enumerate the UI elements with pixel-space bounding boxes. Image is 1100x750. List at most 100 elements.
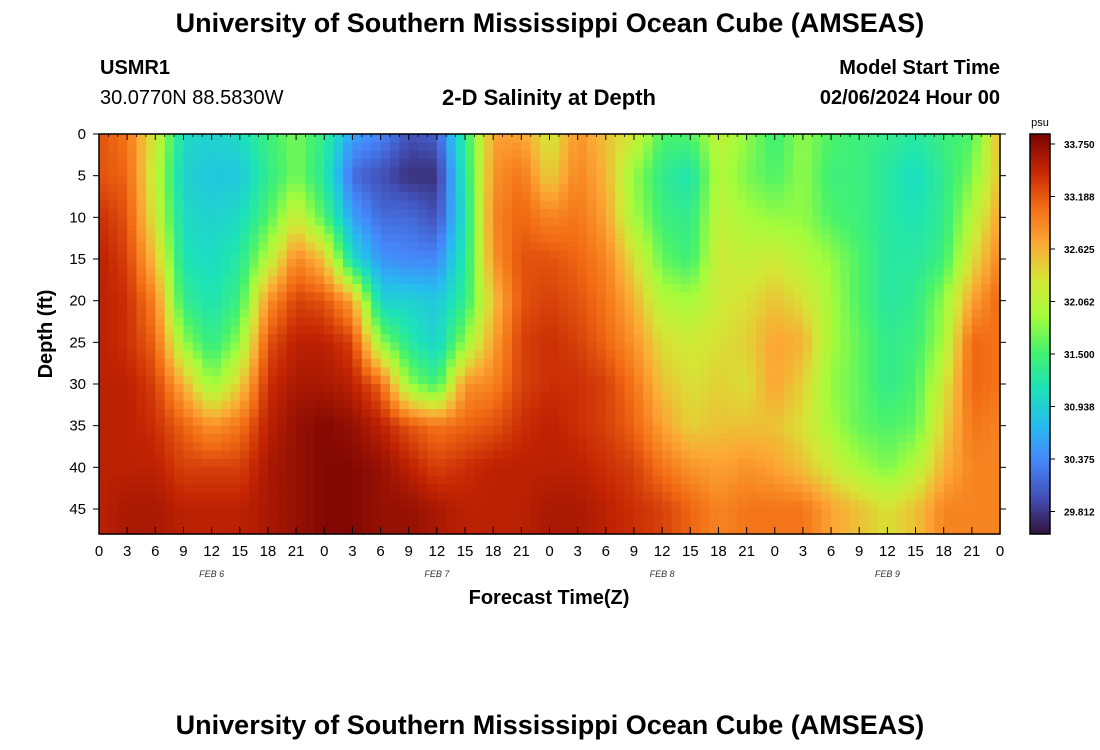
heatmap-cell <box>108 434 119 443</box>
heatmap-cell <box>680 275 691 285</box>
heatmap-cell <box>502 142 513 152</box>
heatmap-cell <box>587 367 598 377</box>
heatmap-cell <box>737 409 748 418</box>
heatmap-cell <box>164 459 175 468</box>
heatmap-cell <box>343 175 354 185</box>
heatmap-cell <box>380 509 391 518</box>
heatmap-cell <box>643 284 654 293</box>
heatmap-cell <box>990 359 1001 368</box>
heatmap-cell <box>174 300 185 310</box>
heatmap-cell <box>267 259 278 268</box>
heatmap-cell <box>765 384 776 393</box>
heatmap-cell <box>389 159 400 168</box>
heatmap-cell <box>174 325 185 335</box>
heatmap-cell <box>596 242 607 252</box>
heatmap-cell <box>896 217 907 227</box>
heatmap-cell <box>558 509 569 518</box>
heatmap-cell <box>877 292 888 302</box>
heatmap-cell <box>418 425 429 435</box>
heatmap-cell <box>305 167 316 177</box>
heatmap-cell <box>605 475 616 485</box>
heatmap-cell <box>849 475 860 485</box>
heatmap-cell <box>662 250 673 260</box>
heatmap-cell <box>380 517 391 527</box>
heatmap-cell <box>868 292 879 302</box>
heatmap-cell <box>408 217 419 227</box>
heatmap-cell <box>343 434 354 443</box>
heatmap-cell <box>361 384 372 393</box>
heatmap-cell <box>211 150 222 160</box>
heatmap-cell <box>164 192 175 202</box>
heatmap-cell <box>774 234 785 243</box>
heatmap-cell <box>690 384 701 393</box>
heatmap-cell <box>633 325 644 335</box>
heatmap-cell <box>258 342 269 352</box>
heatmap-cell <box>474 434 485 443</box>
heatmap-cell <box>690 392 701 402</box>
heatmap-cell <box>258 217 269 227</box>
heatmap-cell <box>493 142 504 152</box>
heatmap-cell <box>605 175 616 185</box>
heatmap-cell <box>765 309 776 318</box>
heatmap-cell <box>643 409 654 418</box>
heatmap-cell <box>239 267 250 277</box>
heatmap-cell <box>408 184 419 193</box>
heatmap-cell <box>493 342 504 352</box>
heatmap-cell <box>117 242 128 252</box>
heatmap-cell <box>671 142 682 152</box>
heatmap-cell <box>802 392 813 402</box>
heatmap-cell <box>521 442 532 452</box>
heatmap-cell <box>793 217 804 227</box>
heatmap-cell <box>371 342 382 352</box>
heatmap-cell <box>821 417 832 427</box>
heatmap-cell <box>934 292 945 302</box>
heatmap-cell <box>465 500 476 510</box>
heatmap-cell <box>615 417 626 427</box>
heatmap-cell <box>774 159 785 168</box>
heatmap-cell <box>249 417 260 427</box>
heatmap-cell <box>849 375 860 385</box>
heatmap-cell <box>446 434 457 443</box>
heatmap-cell <box>230 175 241 185</box>
heatmap-cell <box>202 492 213 502</box>
heatmap-cell <box>877 175 888 185</box>
heatmap-cell <box>924 200 935 210</box>
heatmap-cell <box>624 159 635 168</box>
heatmap-cell <box>943 300 954 310</box>
heatmap-cell <box>380 400 391 410</box>
heatmap-cell <box>596 275 607 285</box>
heatmap-cell <box>296 267 307 277</box>
heatmap-cell <box>549 334 560 343</box>
heatmap-cell <box>192 267 203 277</box>
heatmap-cell <box>117 384 128 393</box>
heatmap-cell <box>953 184 964 193</box>
heatmap-cell <box>906 384 917 393</box>
heatmap-cell <box>361 159 372 168</box>
heatmap-cell <box>709 209 720 218</box>
heatmap-cell <box>877 509 888 518</box>
heatmap-cell <box>333 217 344 227</box>
heatmap-cell <box>267 525 278 535</box>
heatmap-cell <box>502 342 513 352</box>
heatmap-cell <box>755 342 766 352</box>
heatmap-cell <box>277 434 288 443</box>
heatmap-cell <box>868 192 879 202</box>
heatmap-cell <box>108 500 119 510</box>
heatmap-cell <box>361 200 372 210</box>
heatmap-cell <box>624 434 635 443</box>
x-tick-label: 9 <box>179 543 187 560</box>
heatmap-cell <box>258 242 269 252</box>
heatmap-cell <box>737 192 748 202</box>
heatmap-cell <box>352 325 363 335</box>
heatmap-cell <box>314 525 325 535</box>
heatmap-cell <box>558 425 569 435</box>
heatmap-cell <box>690 225 701 235</box>
heatmap-cell <box>305 225 316 235</box>
heatmap-cell <box>314 200 325 210</box>
heatmap-cell <box>840 400 851 410</box>
heatmap-cell <box>483 325 494 335</box>
heatmap-cell <box>812 234 823 243</box>
heatmap-cell <box>192 284 203 293</box>
heatmap-cell <box>981 517 992 527</box>
heatmap-cell <box>530 334 541 343</box>
